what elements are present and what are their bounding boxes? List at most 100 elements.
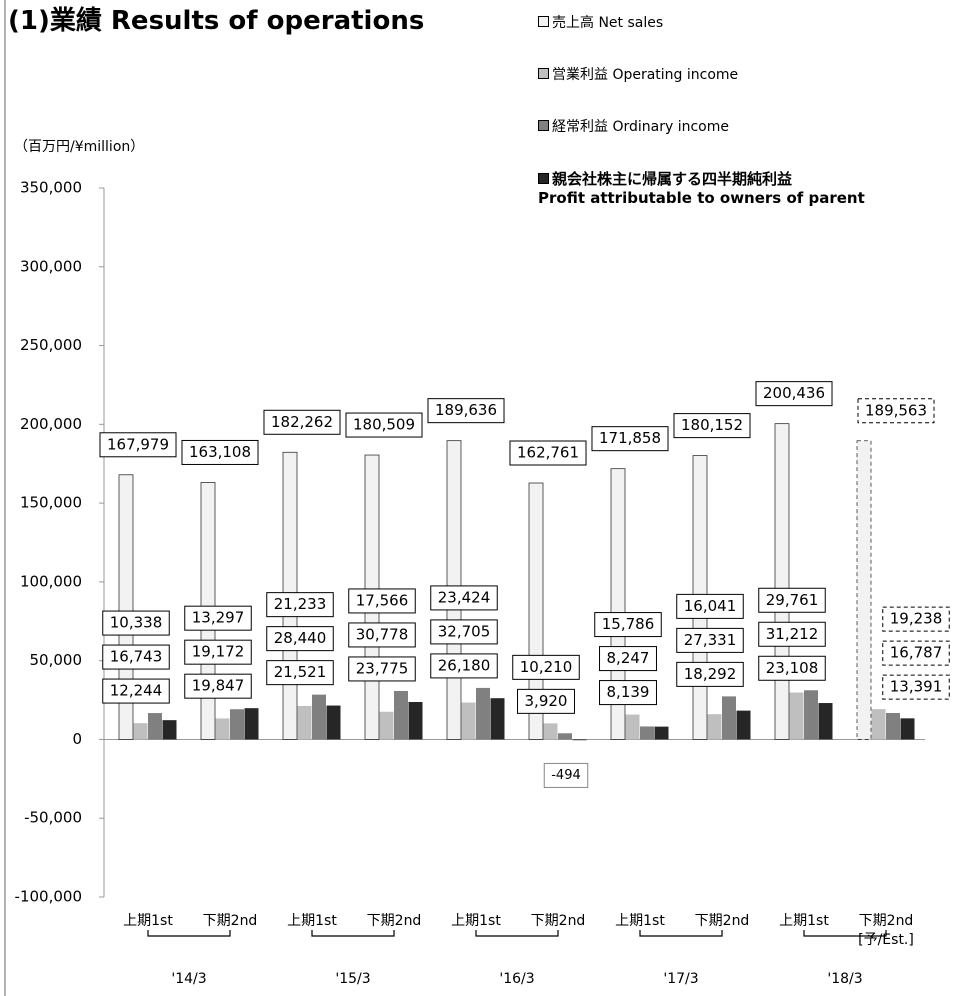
bar: [640, 726, 654, 740]
x-tick-label: 上期1st: [123, 913, 173, 929]
data-label-box: [348, 622, 416, 648]
bar: [230, 709, 244, 740]
bar: [610, 468, 626, 740]
y-tick-label: 0: [72, 730, 82, 748]
data-label: 26,180: [438, 656, 491, 674]
data-label-box: [594, 612, 662, 638]
data-label-box: [676, 593, 744, 619]
data-label-box: [599, 646, 657, 672]
data-label: 27,331: [684, 631, 737, 649]
data-label-box: [755, 381, 833, 407]
data-label-box: [512, 654, 580, 680]
legend-label: 売上高 Net sales: [552, 15, 664, 31]
data-label: 180,509: [353, 416, 415, 434]
data-label: 32,705: [438, 622, 491, 640]
data-label: 16,743: [110, 648, 163, 666]
data-label: 189,636: [435, 401, 497, 419]
data-label: 182,262: [271, 413, 333, 431]
y-tick-label: -100,000: [15, 888, 82, 906]
data-label-box: [673, 413, 751, 439]
data-label: 28,440: [274, 629, 327, 647]
y-tick-label: 100,000: [20, 572, 82, 590]
bar: [326, 705, 341, 740]
data-label: 21,233: [274, 595, 327, 613]
x-tick-label: 下期2nd: [694, 913, 750, 929]
data-label-box: [427, 398, 505, 424]
data-label: 23,775: [356, 659, 409, 677]
data-label: 29,761: [766, 591, 819, 609]
legend-entry: 親会社株主に帰属する四半期純利益 Profit attributable to …: [538, 170, 865, 208]
data-label-box: [517, 688, 575, 714]
data-label: 10,338: [110, 614, 163, 632]
bar: [244, 708, 259, 740]
data-label: 23,108: [766, 659, 819, 677]
data-label-box: [882, 606, 950, 632]
data-label: 23,424: [438, 588, 491, 606]
data-label-box: [430, 619, 498, 645]
data-label-box: [102, 678, 170, 704]
data-label-box: [99, 432, 177, 458]
data-label: 19,847: [192, 677, 245, 695]
data-label: 8,247: [607, 649, 650, 667]
data-label: 13,391: [890, 678, 943, 696]
data-label: 189,563: [865, 401, 927, 419]
data-label-box: [348, 588, 416, 614]
bar: [722, 696, 736, 740]
data-label: 15,786: [602, 615, 655, 633]
data-label: 18,292: [684, 665, 737, 683]
bar: [871, 709, 886, 740]
data-label: -494: [551, 768, 581, 783]
legend-entry: 経常利益 Ordinary income: [538, 118, 729, 137]
data-label: 162,761: [517, 444, 579, 462]
data-label-box: [543, 762, 589, 788]
data-label-box: [758, 621, 826, 647]
data-label: 16,041: [684, 597, 737, 615]
data-label: 167,979: [107, 435, 169, 453]
bar: [408, 701, 423, 740]
x-tick-label: 上期1st: [451, 913, 501, 929]
data-label-box: [184, 639, 252, 665]
year-bracket: [475, 930, 559, 937]
data-label: 163,108: [189, 443, 251, 461]
data-label-box: [882, 640, 950, 666]
bar: [543, 723, 558, 740]
data-label-box: [758, 587, 826, 613]
data-label: 200,436: [763, 384, 825, 402]
x-tick-label: 下期2nd: [202, 913, 258, 929]
data-label-box: [591, 426, 669, 452]
data-label: 30,778: [356, 625, 409, 643]
chart-title: (1)業績 Results of operations: [8, 6, 425, 36]
data-label-box: [676, 661, 744, 687]
bar: [490, 698, 505, 740]
bar: [804, 690, 818, 740]
data-label-box: [599, 680, 657, 706]
year-label: '15/3: [335, 971, 371, 987]
bar: [148, 713, 162, 740]
y-tick-label: 50,000: [30, 651, 83, 669]
legend-label: 営業利益 Operating income: [552, 67, 739, 83]
data-label-box: [184, 673, 252, 699]
data-label-box: [348, 656, 416, 682]
bar: [133, 723, 148, 740]
year-bracket: [311, 930, 395, 937]
legend-swatch: [538, 16, 549, 27]
x-tick-label: 下期2nd: [366, 913, 422, 929]
data-label-box: [430, 653, 498, 679]
x-tick-label: 上期1st: [615, 913, 665, 929]
bar: [118, 474, 134, 740]
bar: [572, 739, 587, 741]
data-label: 13,297: [192, 609, 245, 627]
bar: [654, 726, 669, 740]
data-label: 8,139: [607, 683, 650, 701]
data-label: 3,920: [525, 692, 568, 710]
data-label-box: [882, 674, 950, 700]
bar: [297, 705, 312, 740]
data-label: 171,858: [599, 429, 661, 447]
legend-swatch: [538, 120, 549, 131]
y-tick-label: 350,000: [20, 179, 82, 197]
year-label: '14/3: [171, 971, 207, 987]
bar: [856, 440, 872, 740]
data-label: 19,172: [192, 643, 245, 661]
data-label-box: [266, 660, 334, 686]
